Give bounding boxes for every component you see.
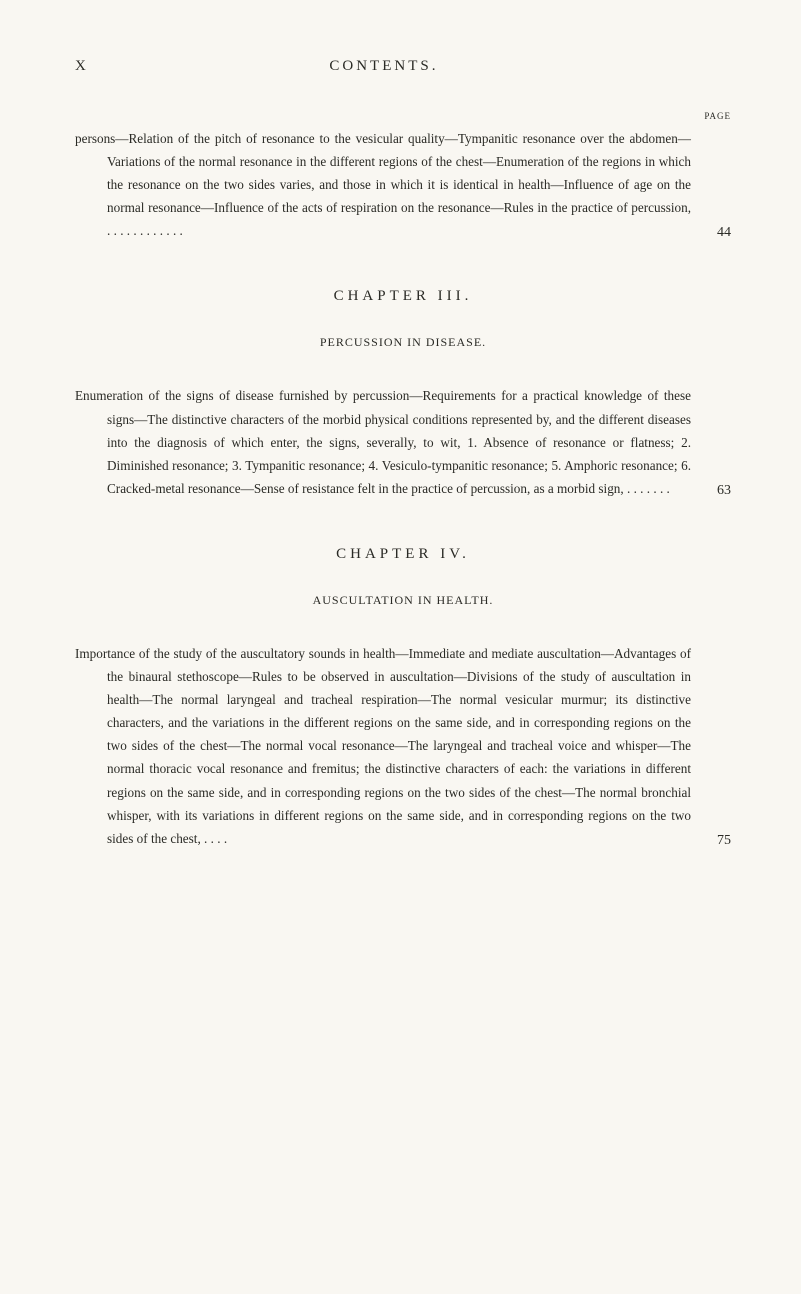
chapter-subtitle: PERCUSSION IN DISEASE. — [75, 335, 731, 350]
toc-entry-page: 75 — [691, 833, 731, 850]
toc-entry-page: 63 — [691, 483, 731, 500]
chapter-heading: CHAPTER III. — [75, 288, 731, 305]
page-column-label: PAGE — [75, 111, 731, 121]
toc-entry: Importance of the study of the auscultat… — [75, 642, 731, 850]
running-header: X CONTENTS. — [75, 58, 731, 75]
toc-entry-text: persons—Relation of the pitch of resonan… — [75, 127, 691, 242]
chapter-heading: CHAPTER IV. — [75, 546, 731, 563]
chapter-subtitle: AUSCULTATION IN HEALTH. — [75, 593, 731, 608]
toc-entry-page: 44 — [691, 225, 731, 242]
document-page: X CONTENTS. PAGE persons—Relation of the… — [0, 0, 801, 1294]
toc-entry-text: Importance of the study of the auscultat… — [75, 642, 691, 850]
header-title: CONTENTS. — [57, 58, 711, 75]
toc-entry: Enumeration of the signs of disease furn… — [75, 384, 731, 499]
toc-entry: persons—Relation of the pitch of resonan… — [75, 127, 731, 242]
toc-entry-text: Enumeration of the signs of disease furn… — [75, 384, 691, 499]
